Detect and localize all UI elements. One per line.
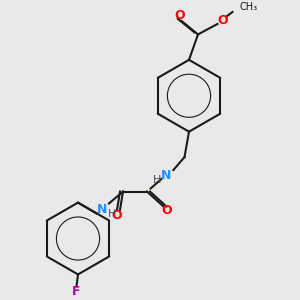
Text: CH₃: CH₃ bbox=[240, 2, 258, 12]
Text: O: O bbox=[218, 14, 228, 27]
Text: H: H bbox=[108, 209, 116, 219]
Text: O: O bbox=[162, 205, 172, 218]
Text: O: O bbox=[112, 209, 122, 222]
Text: H: H bbox=[153, 175, 162, 185]
Text: N: N bbox=[97, 203, 107, 216]
Text: F: F bbox=[72, 285, 81, 298]
Text: N: N bbox=[161, 169, 172, 182]
Text: O: O bbox=[175, 9, 185, 22]
